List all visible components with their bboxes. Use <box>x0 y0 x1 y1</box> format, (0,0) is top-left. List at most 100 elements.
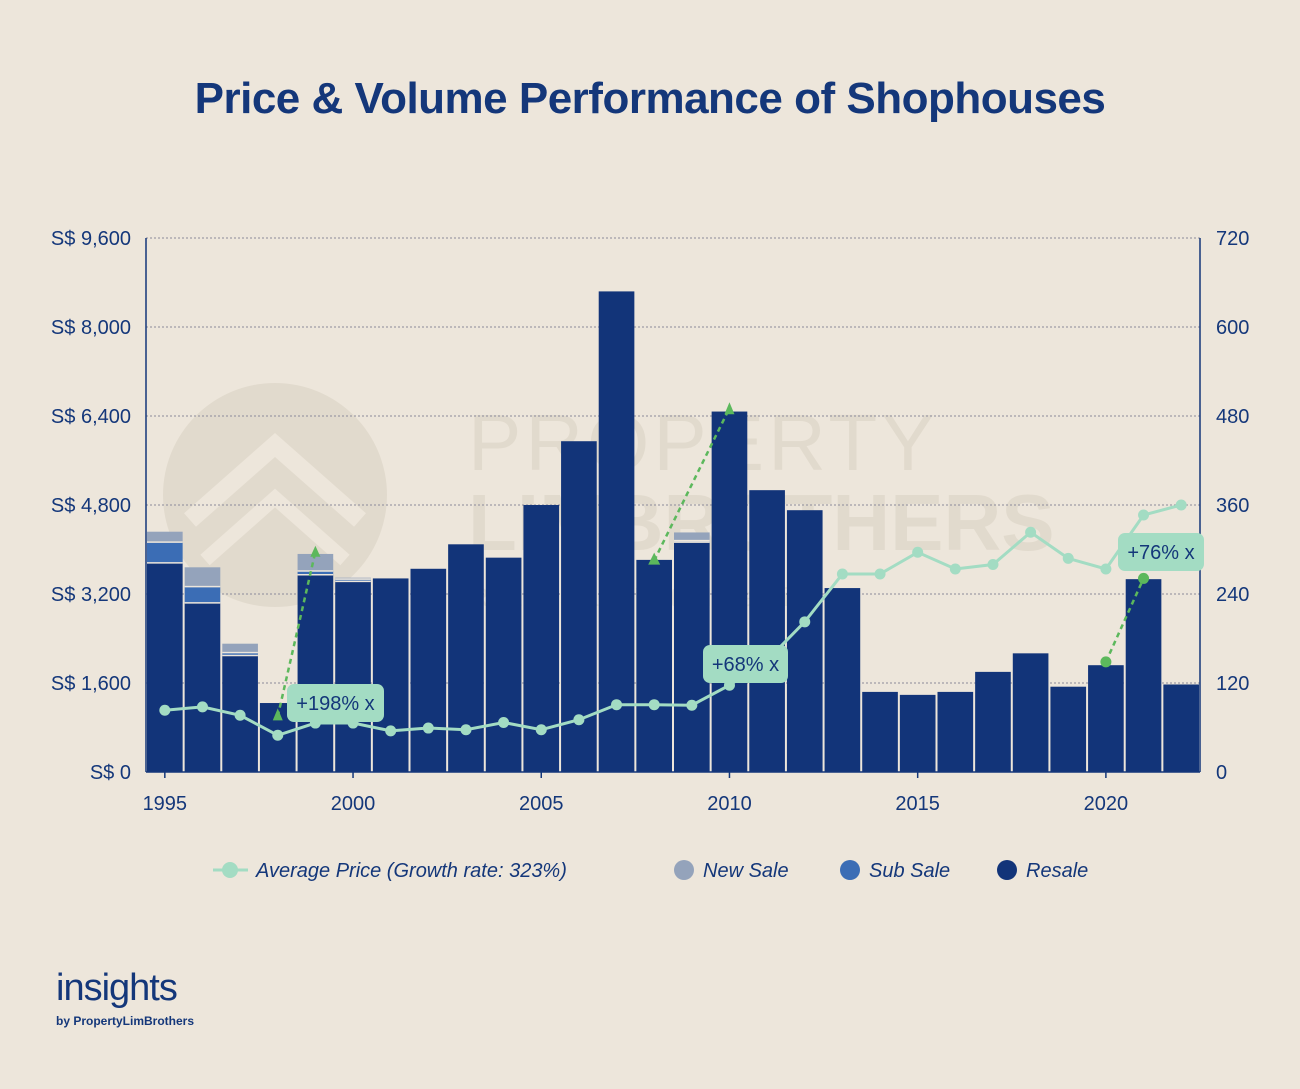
average-price-point <box>611 699 623 711</box>
growth-line <box>276 551 317 717</box>
left-tick-label: S$ 3,200 <box>51 584 131 606</box>
bar-resale <box>937 691 974 772</box>
legend-resale-label: Resale <box>1026 860 1088 882</box>
x-axis-ticks: 1995 2000 2005 2010 2015 2020 <box>143 772 1129 815</box>
average-price-point <box>648 699 660 711</box>
growth-end-marker <box>724 402 735 415</box>
watermark-line1: PROPERTY <box>468 398 939 487</box>
left-tick-label: S$ 9,600 <box>51 228 131 250</box>
legend-average-price-label: Average Price (Growth rate: 323%) <box>255 860 567 882</box>
average-price-point <box>573 714 585 726</box>
legend-item-average-price: Average Price (Growth rate: 323%) <box>213 860 567 882</box>
average-price-point <box>234 709 246 721</box>
average-price-point <box>987 559 999 571</box>
growth-callout-label: +198% x <box>296 693 374 715</box>
bar-resale <box>749 490 785 772</box>
bar-resale <box>410 568 447 772</box>
bar-resale <box>1050 686 1087 772</box>
average-price-point <box>799 616 811 628</box>
legend-sub-sale-label: Sub Sale <box>869 860 950 882</box>
axes <box>145 238 1201 773</box>
x-tick-label: 2010 <box>707 793 752 815</box>
bar-resale <box>1088 665 1124 772</box>
right-tick-label: 240 <box>1216 584 1249 606</box>
bar-resale <box>899 694 936 772</box>
x-tick-label: 2005 <box>519 793 564 815</box>
right-tick-label: 480 <box>1216 406 1249 428</box>
right-tick-label: 720 <box>1216 228 1249 250</box>
legend-resale-swatch <box>997 860 1017 880</box>
right-tick-label: 360 <box>1216 495 1249 517</box>
growth-start-marker <box>1100 656 1112 668</box>
right-axis-ticks: 0 120 240 360 480 600 720 <box>1216 228 1249 784</box>
x-tick-label: 2020 <box>1084 793 1129 815</box>
bar-resale <box>147 562 183 772</box>
legend-item-new-sale: New Sale <box>674 860 789 882</box>
legend-average-price-marker <box>222 862 238 878</box>
average-price-path <box>164 503 1182 737</box>
watermark-logo-chevron-2 <box>200 488 350 566</box>
legend: Average Price (Growth rate: 323%) New Sa… <box>213 860 1088 882</box>
average-price-point <box>460 724 472 736</box>
left-tick-label: S$ 0 <box>90 762 131 784</box>
bar-resale <box>1125 579 1162 772</box>
bar-resale <box>786 510 823 772</box>
bar-sub-sale <box>222 652 258 656</box>
chart-title: Price & Volume Performance of Shophouses <box>194 74 1106 123</box>
average-price-point <box>385 725 397 737</box>
average-price-point <box>1100 563 1112 575</box>
right-tick-label: 120 <box>1216 673 1249 695</box>
growth-line <box>653 407 731 562</box>
x-tick-label: 2000 <box>331 793 376 815</box>
brand-logo: insights by PropertyLimBrothers <box>56 968 194 1028</box>
growth-callout-box <box>703 645 788 683</box>
average-price-point <box>272 729 284 741</box>
average-price-point <box>498 716 510 728</box>
average-price-point <box>196 701 208 713</box>
average-price-line <box>159 499 1187 741</box>
legend-item-sub-sale: Sub Sale <box>840 860 950 882</box>
brand-wordmark: insights <box>56 967 178 1009</box>
left-axis-ticks: S$ 0 S$ 1,600 S$ 3,200 S$ 4,800 S$ 6,400 S$ 8… <box>51 228 131 784</box>
watermark-logo-chevron <box>184 432 366 527</box>
left-tick-label: S$ 4,800 <box>51 495 131 517</box>
growth-callout-label: +68% x <box>712 654 779 676</box>
average-price-point <box>686 699 698 711</box>
growth-end-marker <box>1138 572 1150 584</box>
average-price-point <box>159 704 171 716</box>
growth-start-marker <box>272 708 283 721</box>
bar-new-sale <box>674 532 710 541</box>
bar-resale <box>184 602 221 772</box>
bar-new-sale <box>147 531 183 543</box>
growth-callout-box <box>1118 533 1204 571</box>
bar-new-sale <box>222 643 258 653</box>
left-tick-label: S$ 6,400 <box>51 406 131 428</box>
bar-resale <box>335 581 371 772</box>
legend-item-resale: Resale <box>997 860 1088 882</box>
legend-new-sale-swatch <box>674 860 694 880</box>
bar-resale <box>448 544 484 772</box>
left-tick-label: S$ 8,000 <box>51 317 131 339</box>
left-tick-label: S$ 1,600 <box>51 673 131 695</box>
average-price-point <box>1062 552 1074 564</box>
growth-annotations: +198% x +68% x +76% x <box>272 402 1204 722</box>
brand-byline: by PropertyLimBrothers <box>56 1014 195 1028</box>
bar-new-sale <box>184 567 221 587</box>
average-price-point <box>535 724 547 736</box>
growth-callout-label: +76% x <box>1127 542 1194 564</box>
growth-callout-box <box>287 684 384 722</box>
bar-resale <box>975 671 1011 772</box>
average-price-point <box>422 722 434 734</box>
x-tick-label: 2015 <box>895 793 940 815</box>
legend-sub-sale-swatch <box>840 860 860 880</box>
average-price-point <box>949 563 961 575</box>
bar-resale <box>862 691 898 772</box>
legend-new-sale-label: New Sale <box>703 860 789 882</box>
bar-new-sale <box>297 553 334 572</box>
bar-resale <box>1163 684 1199 772</box>
bar-resale <box>1012 653 1049 772</box>
bar-resale <box>598 291 635 772</box>
bar-resale <box>711 411 748 772</box>
average-price-point <box>874 568 886 580</box>
